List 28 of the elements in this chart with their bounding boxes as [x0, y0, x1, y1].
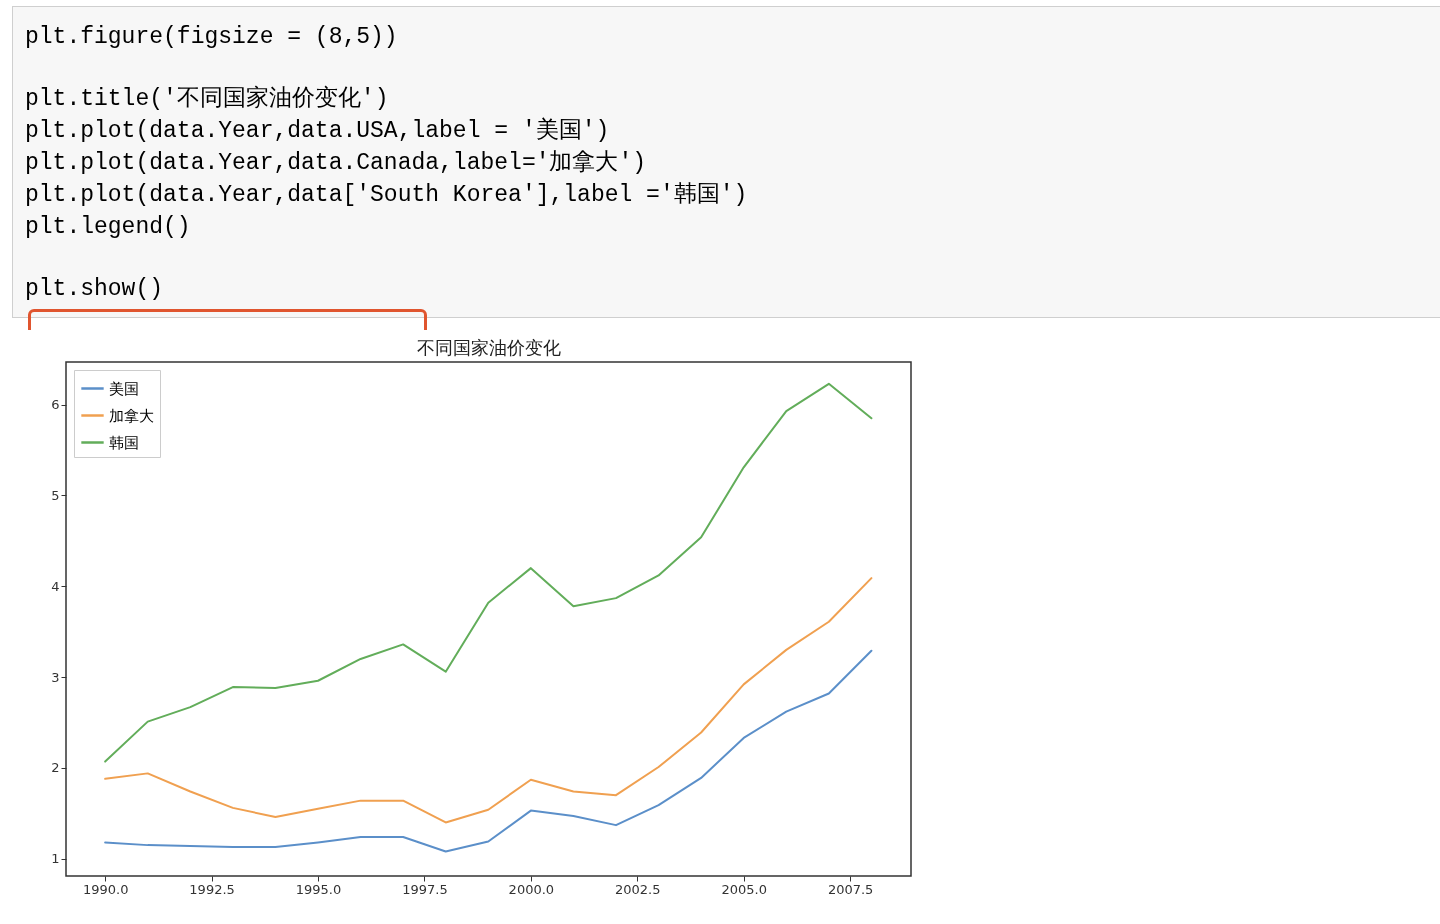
- y-tick-label: 2: [51, 760, 60, 776]
- line-series: [104, 577, 873, 824]
- y-tick-label: 5: [51, 487, 60, 503]
- text: plt.plot(data.Year,data.USA,label = '美国'): [25, 116, 611, 146]
- line-series: [104, 382, 873, 763]
- x-tick-label: 2002.5: [615, 881, 661, 897]
- legend-label: 加拿大: [109, 406, 154, 425]
- y-tick-label: 1: [51, 851, 60, 867]
- x-tick-label: 1990.0: [82, 881, 129, 897]
- x-tick-label: 2000.0: [508, 881, 555, 897]
- text: plt.title('不同国家油价变化'): [25, 84, 390, 114]
- y-tick-label: 4: [51, 578, 60, 594]
- x-tick-label: 1995.0: [295, 881, 342, 897]
- x-tick-label: 1997.5: [402, 881, 448, 897]
- legend-label: 韩国: [109, 433, 139, 452]
- chart-title: 不同国家油价变化: [416, 337, 561, 358]
- legend-label: 美国: [109, 379, 139, 398]
- x-tick-label: 2005.0: [721, 881, 767, 897]
- x-tick-label: 2007.5: [827, 881, 874, 897]
- text: plt.plot(data.Year,data['South Korea'],label ='韩国'): [25, 181, 749, 210]
- text: plt.show(): [25, 275, 165, 304]
- y-tick-label: 6: [51, 397, 60, 413]
- text: plt.legend(): [25, 213, 192, 242]
- text: plt.figure(figsize = (8,5)): [25, 23, 399, 52]
- x-tick-label: 1992.5: [189, 881, 235, 897]
- text: plt.plot(data.Year,data.Canada,label='加拿大'): [25, 149, 648, 178]
- line-series: [104, 649, 873, 853]
- y-tick-label: 3: [51, 669, 60, 685]
